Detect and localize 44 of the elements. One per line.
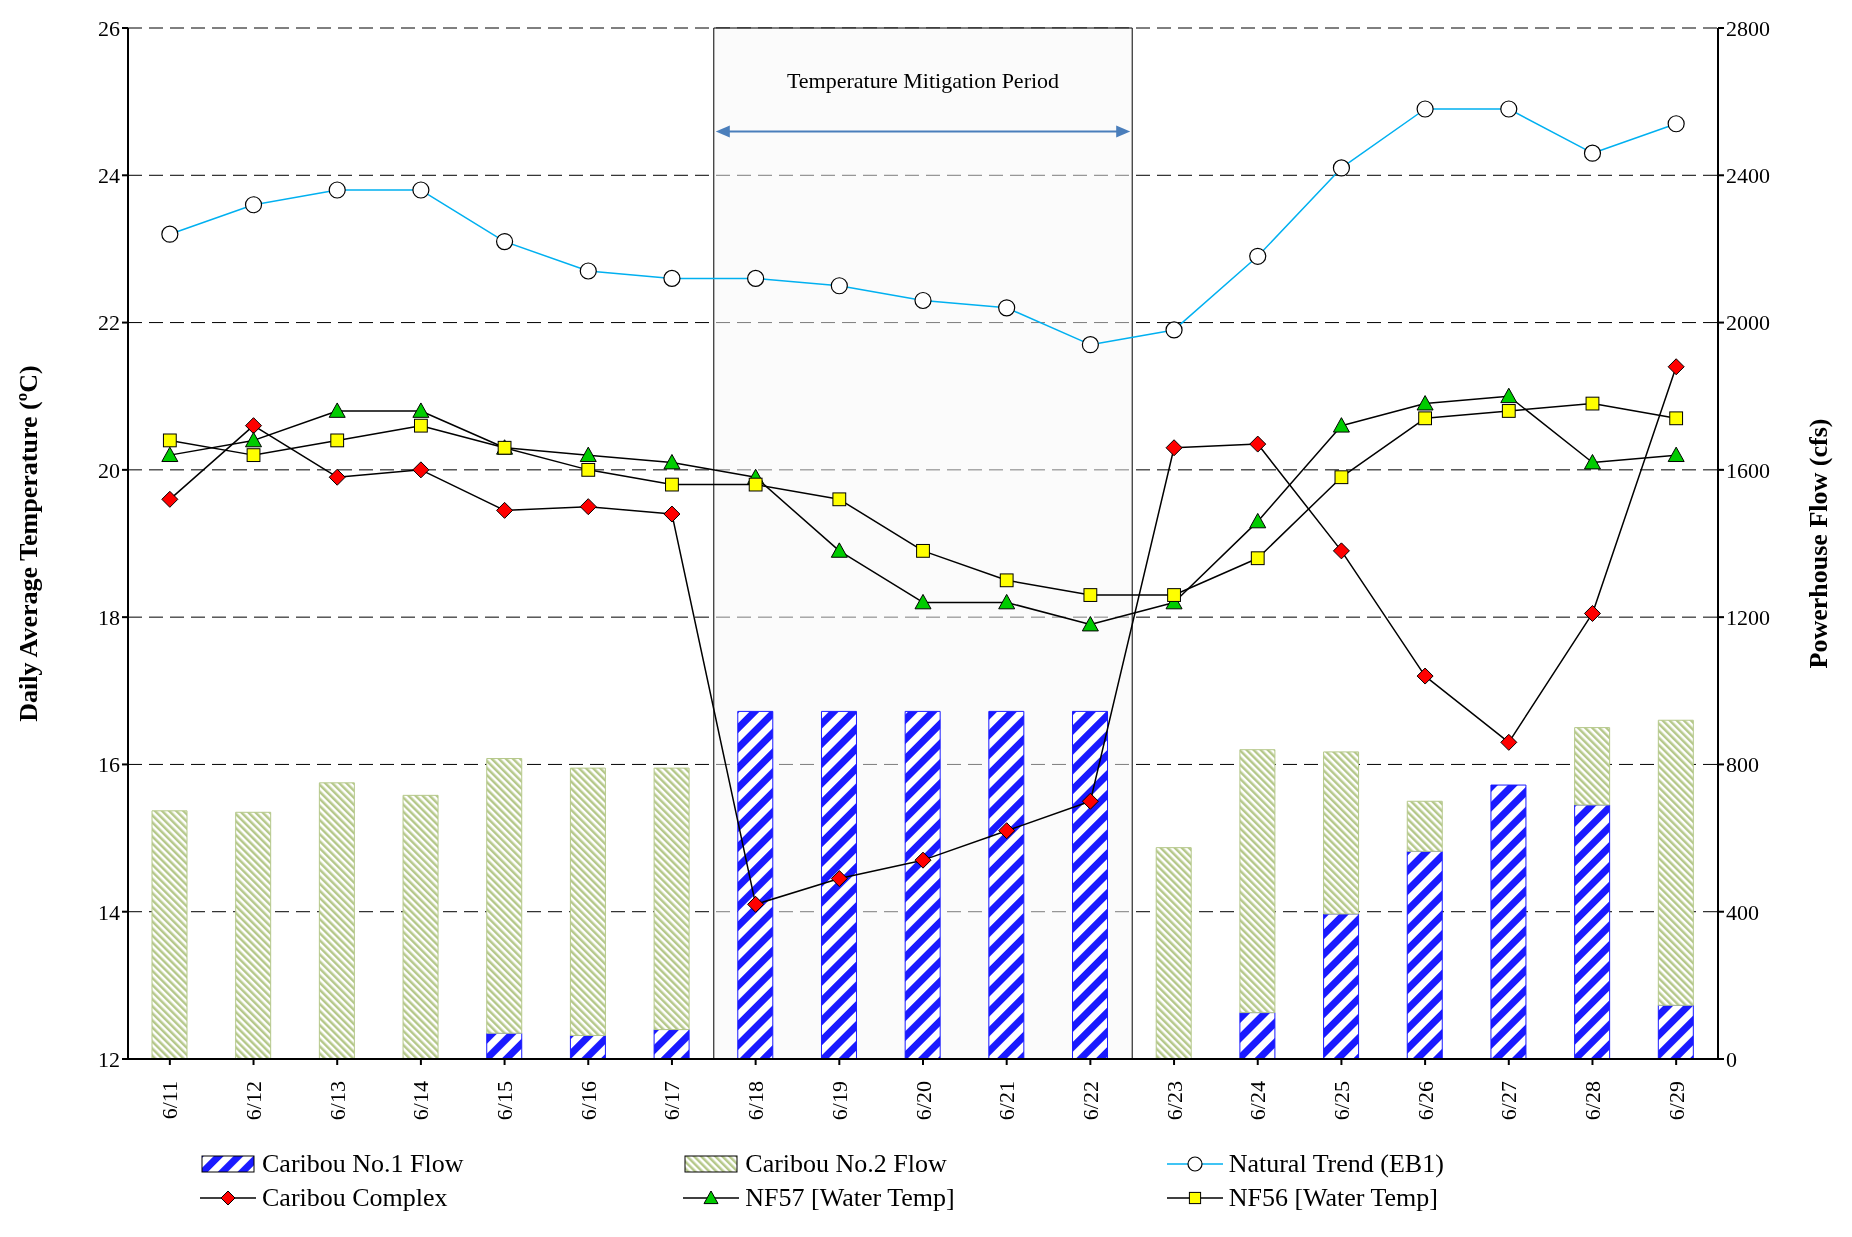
x-tick-label: 6/27 <box>1496 1081 1522 1121</box>
y2-tick-label: 2400 <box>1726 163 1770 189</box>
legend-label: Caribou No.1 Flow <box>262 1149 464 1179</box>
y2-axis-title: Powerhouse Flow (cfs) <box>1804 418 1834 669</box>
x-tick-label: 6/25 <box>1328 1081 1354 1121</box>
x-tick-label: 6/19 <box>826 1081 852 1121</box>
x-tick-label: 6/29 <box>1663 1081 1689 1121</box>
x-tick-label: 6/22 <box>1077 1081 1103 1121</box>
y-tick-label: 16 <box>98 752 120 778</box>
x-tick-label: 6/17 <box>659 1081 685 1121</box>
y-tick-label: 20 <box>98 457 120 483</box>
legend-label: Caribou Complex <box>262 1183 448 1213</box>
y2-tick-label: 800 <box>1726 752 1759 778</box>
y2-tick-label: 1600 <box>1726 457 1770 483</box>
y2-tick-label: 400 <box>1726 899 1759 925</box>
x-tick-label: 6/28 <box>1579 1081 1605 1121</box>
x-tick-label: 6/21 <box>994 1081 1020 1121</box>
y-tick-label: 14 <box>98 899 120 925</box>
x-tick-label: 6/24 <box>1245 1081 1271 1121</box>
y2-tick-label: 1200 <box>1726 604 1770 630</box>
x-tick-label: 6/18 <box>743 1081 769 1121</box>
x-tick-label: 6/13 <box>324 1081 350 1121</box>
legend-label: Caribou No.2 Flow <box>745 1149 947 1179</box>
y-tick-label: 12 <box>98 1046 120 1072</box>
legend-label: Natural Trend (EB1) <box>1228 1149 1444 1179</box>
y-tick-label: 22 <box>98 310 120 336</box>
x-tick-label: 6/23 <box>1161 1081 1187 1121</box>
y-tick-label: 18 <box>98 604 120 630</box>
y-tick-label: 26 <box>98 15 120 41</box>
x-tick-label: 6/11 <box>157 1081 183 1120</box>
legend-label: NF56 [Water Temp] <box>1228 1183 1438 1213</box>
x-tick-label: 6/15 <box>492 1081 518 1121</box>
x-tick-label: 6/20 <box>910 1081 936 1121</box>
legend-label: NF57 [Water Temp] <box>745 1183 955 1213</box>
band-label: Temperature Mitigation Period <box>786 68 1060 93</box>
x-tick-label: 6/16 <box>575 1081 601 1121</box>
x-tick-label: 6/14 <box>408 1081 434 1121</box>
x-tick-label: 6/12 <box>241 1081 267 1121</box>
y2-tick-label: 2000 <box>1726 310 1770 336</box>
y-tick-label: 24 <box>98 163 120 189</box>
y2-tick-label: 0 <box>1726 1046 1737 1072</box>
y2-tick-label: 2800 <box>1726 15 1770 41</box>
x-tick-label: 6/26 <box>1412 1081 1438 1121</box>
y-axis-title: Daily Average Temperature (ºC) <box>14 365 44 722</box>
